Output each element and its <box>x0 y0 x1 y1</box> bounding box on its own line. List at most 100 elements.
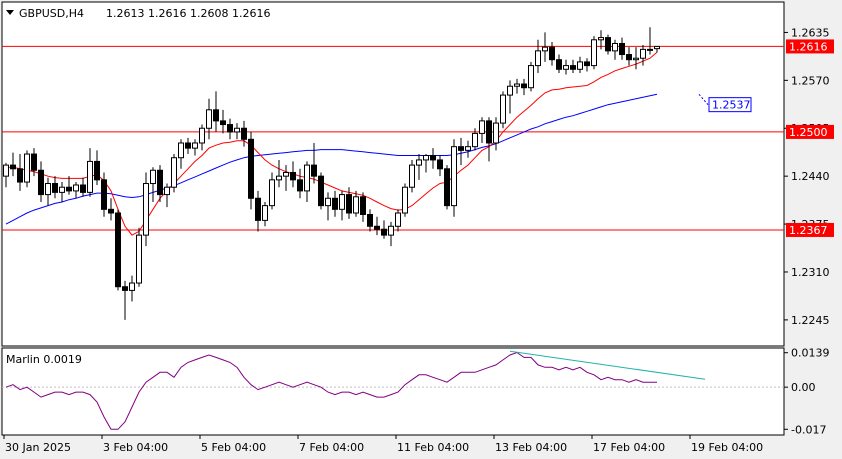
candle-body <box>38 169 44 196</box>
candle-body <box>262 205 268 221</box>
candle-body <box>101 179 107 210</box>
candle-body <box>332 197 338 210</box>
candle-body <box>409 164 415 188</box>
candle-body <box>654 45 660 50</box>
candle-body <box>465 146 471 151</box>
osc-tick-label: 0.00 <box>791 381 816 394</box>
candle-body <box>290 171 296 181</box>
time-tick-label: 5 Feb 04:00 <box>201 441 266 454</box>
candle-body <box>87 160 93 193</box>
candle-body <box>248 138 254 199</box>
time-tick-label: 17 Feb 04:00 <box>593 441 665 454</box>
candle-body <box>311 164 317 177</box>
candle-body <box>458 146 464 151</box>
candle-body <box>185 142 191 149</box>
osc-tick-label: 0.0139 <box>791 347 830 360</box>
candle-body <box>3 164 9 177</box>
candle-body <box>108 208 114 214</box>
oscillator-line <box>5 351 657 430</box>
candle-body <box>479 120 485 134</box>
candle-body <box>500 94 506 124</box>
candle-body <box>612 42 618 52</box>
candle-body <box>528 65 534 89</box>
candle-body <box>122 286 128 291</box>
candle-body <box>17 168 23 183</box>
candle-body <box>178 142 184 159</box>
candle-body <box>304 164 310 192</box>
oscillator-series <box>2 350 784 430</box>
price-tick-label: 1.2635 <box>791 26 830 39</box>
price-tags: 1.2616 1.2500 1.2367 1.2537 <box>708 39 834 237</box>
moving-averages <box>5 51 709 236</box>
price-tick-label: 1.2570 <box>791 74 830 87</box>
level-tag-label: 1.2616 <box>789 40 828 53</box>
candle-body <box>129 282 135 291</box>
time-tick-label: 19 Feb 04:00 <box>691 441 763 454</box>
candle-body <box>213 109 219 122</box>
candle-body <box>94 160 100 181</box>
divergence-line <box>509 350 706 380</box>
candle-body <box>241 127 247 140</box>
candle-body <box>164 186 170 196</box>
candle-body <box>283 171 289 177</box>
candle-body <box>59 186 65 193</box>
price-tick-label: 1.2440 <box>791 170 830 183</box>
candle-body <box>150 169 156 185</box>
candle-body <box>24 153 30 183</box>
candle-body <box>605 37 611 52</box>
candle-body <box>199 127 205 144</box>
candle-body <box>584 61 590 67</box>
time-tick-label: 13 Feb 04:00 <box>495 441 567 454</box>
candle-body <box>269 179 275 207</box>
candle-body <box>136 234 142 284</box>
candle-body <box>598 37 604 41</box>
triangle-down-icon[interactable] <box>6 10 14 15</box>
level-tag-bg <box>786 39 834 54</box>
candle-body <box>325 197 331 207</box>
level-tag-bg <box>786 222 834 237</box>
candle-body <box>493 122 499 144</box>
symbol-label: GBPUSD,H4 <box>19 7 84 20</box>
candle-body <box>220 120 226 126</box>
candle-body <box>227 124 233 133</box>
candle-body <box>157 169 163 196</box>
candle-body <box>626 54 632 61</box>
price-tick-label: 1.2310 <box>791 266 830 279</box>
time-tick-label: 3 Feb 04:00 <box>103 441 168 454</box>
candle-body <box>535 50 541 67</box>
candle-body <box>73 184 79 192</box>
candle-body <box>171 157 177 188</box>
candles <box>3 27 660 320</box>
candle-body <box>647 48 653 51</box>
candle-body <box>640 48 646 59</box>
candle-body <box>416 159 422 166</box>
candle-body <box>619 42 625 56</box>
ohlc-label: 1.2613 1.2616 1.2608 1.2616 <box>106 7 270 20</box>
candle-body <box>276 175 282 181</box>
candle-body <box>360 196 366 215</box>
candle-body <box>143 183 149 236</box>
candle-body <box>66 186 72 192</box>
candle-body <box>395 212 401 227</box>
level-tag-label: 1.2367 <box>789 224 828 237</box>
candle-body <box>542 46 548 52</box>
candle-body <box>192 142 198 149</box>
level-tag-bg <box>786 124 834 139</box>
ma-fast-line <box>6 51 658 236</box>
projection-tag-label: 1.2537 <box>712 99 751 112</box>
candle-body <box>486 120 492 144</box>
candle-body <box>367 213 373 227</box>
candle-body <box>318 175 324 207</box>
level-tag-label: 1.2500 <box>789 126 828 139</box>
time-axis: 30 Jan 2025 3 Feb 04:00 5 Feb 04:00 7 Feb 0… <box>3 435 763 454</box>
oscillator-axis: 0.0139 0.00 -0.017 <box>784 347 830 436</box>
price-panel[interactable] <box>1 1 785 347</box>
candle-body <box>206 109 212 129</box>
time-tick-label: 30 Jan 2025 <box>5 441 71 454</box>
candle-body <box>339 194 345 210</box>
osc-tick-label: -0.017 <box>791 423 826 436</box>
candle-body <box>255 197 261 221</box>
oscillator-panel[interactable] <box>1 347 785 436</box>
candle-body <box>451 146 457 207</box>
